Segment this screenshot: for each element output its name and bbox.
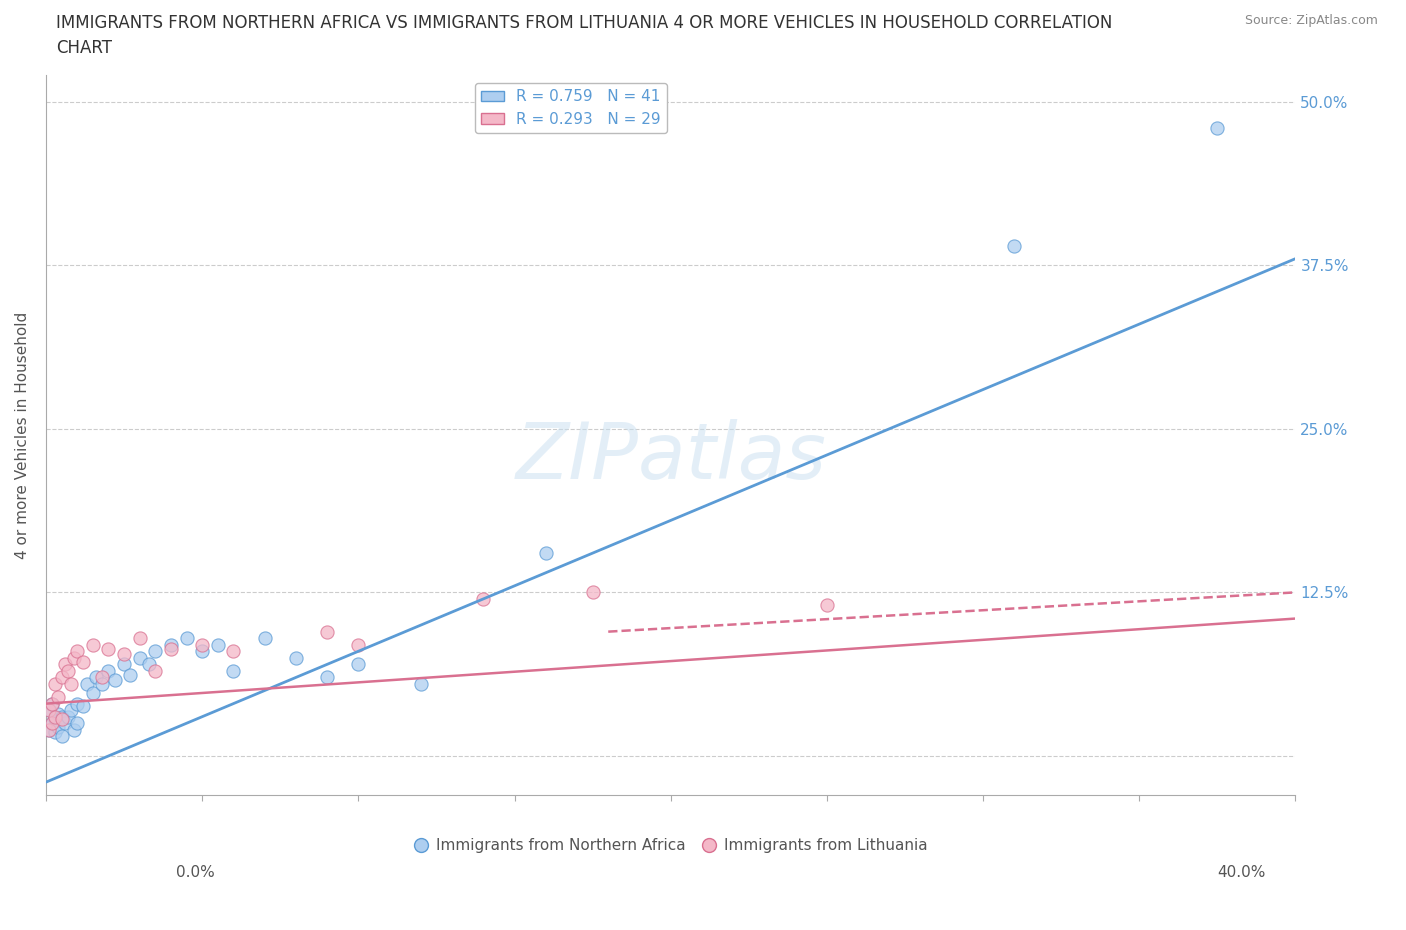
Point bbox=[53, 716, 76, 731]
Point bbox=[51, 711, 73, 726]
Point bbox=[316, 624, 339, 639]
Point bbox=[38, 703, 60, 718]
Point bbox=[91, 676, 114, 691]
Point bbox=[160, 641, 183, 656]
Point bbox=[41, 697, 63, 711]
Point bbox=[59, 676, 82, 691]
Text: ZIPatlas: ZIPatlas bbox=[515, 418, 827, 495]
Point bbox=[815, 598, 838, 613]
Point bbox=[97, 663, 120, 678]
Point bbox=[38, 723, 60, 737]
Point bbox=[112, 646, 135, 661]
Point bbox=[59, 703, 82, 718]
Point bbox=[53, 657, 76, 671]
Point bbox=[41, 716, 63, 731]
Text: 0.0%: 0.0% bbox=[176, 865, 215, 880]
Point bbox=[97, 641, 120, 656]
Point bbox=[253, 631, 276, 645]
Point bbox=[191, 644, 214, 658]
Point bbox=[284, 650, 307, 665]
Y-axis label: 4 or more Vehicles in Household: 4 or more Vehicles in Household bbox=[15, 312, 30, 559]
Point bbox=[128, 650, 150, 665]
Point bbox=[66, 644, 89, 658]
Point bbox=[1002, 238, 1025, 253]
Point bbox=[191, 637, 214, 652]
Point bbox=[38, 723, 60, 737]
Point bbox=[38, 703, 60, 718]
Point bbox=[82, 685, 104, 700]
Point bbox=[347, 637, 370, 652]
Point bbox=[112, 657, 135, 671]
Point bbox=[409, 676, 432, 691]
Point bbox=[63, 650, 86, 665]
Point bbox=[76, 676, 98, 691]
Point bbox=[44, 710, 66, 724]
Point bbox=[143, 644, 166, 658]
Point bbox=[44, 711, 66, 726]
Point bbox=[534, 546, 557, 561]
Point bbox=[581, 585, 603, 600]
Legend: Immigrants from Northern Africa, Immigrants from Lithuania: Immigrants from Northern Africa, Immigra… bbox=[408, 832, 934, 859]
Point bbox=[222, 644, 245, 658]
Point bbox=[160, 637, 183, 652]
Text: IMMIGRANTS FROM NORTHERN AFRICA VS IMMIGRANTS FROM LITHUANIA 4 OR MORE VEHICLES : IMMIGRANTS FROM NORTHERN AFRICA VS IMMIG… bbox=[56, 14, 1112, 32]
Point bbox=[51, 729, 73, 744]
Text: Source: ZipAtlas.com: Source: ZipAtlas.com bbox=[1244, 14, 1378, 27]
Point bbox=[51, 710, 73, 724]
Point bbox=[222, 663, 245, 678]
Point bbox=[48, 707, 70, 722]
Point bbox=[48, 690, 70, 705]
Text: CHART: CHART bbox=[56, 39, 112, 57]
Point bbox=[138, 657, 160, 671]
Point bbox=[120, 668, 142, 683]
Point bbox=[472, 591, 495, 606]
Point bbox=[143, 663, 166, 678]
Point bbox=[72, 698, 94, 713]
Point bbox=[128, 631, 150, 645]
Point bbox=[41, 716, 63, 731]
Point bbox=[51, 670, 73, 684]
Point bbox=[84, 670, 107, 684]
Point bbox=[66, 697, 89, 711]
Point bbox=[104, 672, 127, 687]
Point bbox=[347, 657, 370, 671]
Point bbox=[44, 676, 66, 691]
Point bbox=[72, 655, 94, 670]
Point bbox=[66, 716, 89, 731]
Point bbox=[44, 725, 66, 740]
Point bbox=[1206, 120, 1229, 135]
Point bbox=[48, 720, 70, 735]
Point bbox=[56, 710, 79, 724]
Point bbox=[176, 631, 198, 645]
Point bbox=[63, 723, 86, 737]
Point bbox=[41, 697, 63, 711]
Point bbox=[91, 670, 114, 684]
Point bbox=[56, 663, 79, 678]
Point bbox=[82, 637, 104, 652]
Text: 40.0%: 40.0% bbox=[1218, 865, 1265, 880]
Point bbox=[316, 670, 339, 684]
Point bbox=[207, 637, 229, 652]
